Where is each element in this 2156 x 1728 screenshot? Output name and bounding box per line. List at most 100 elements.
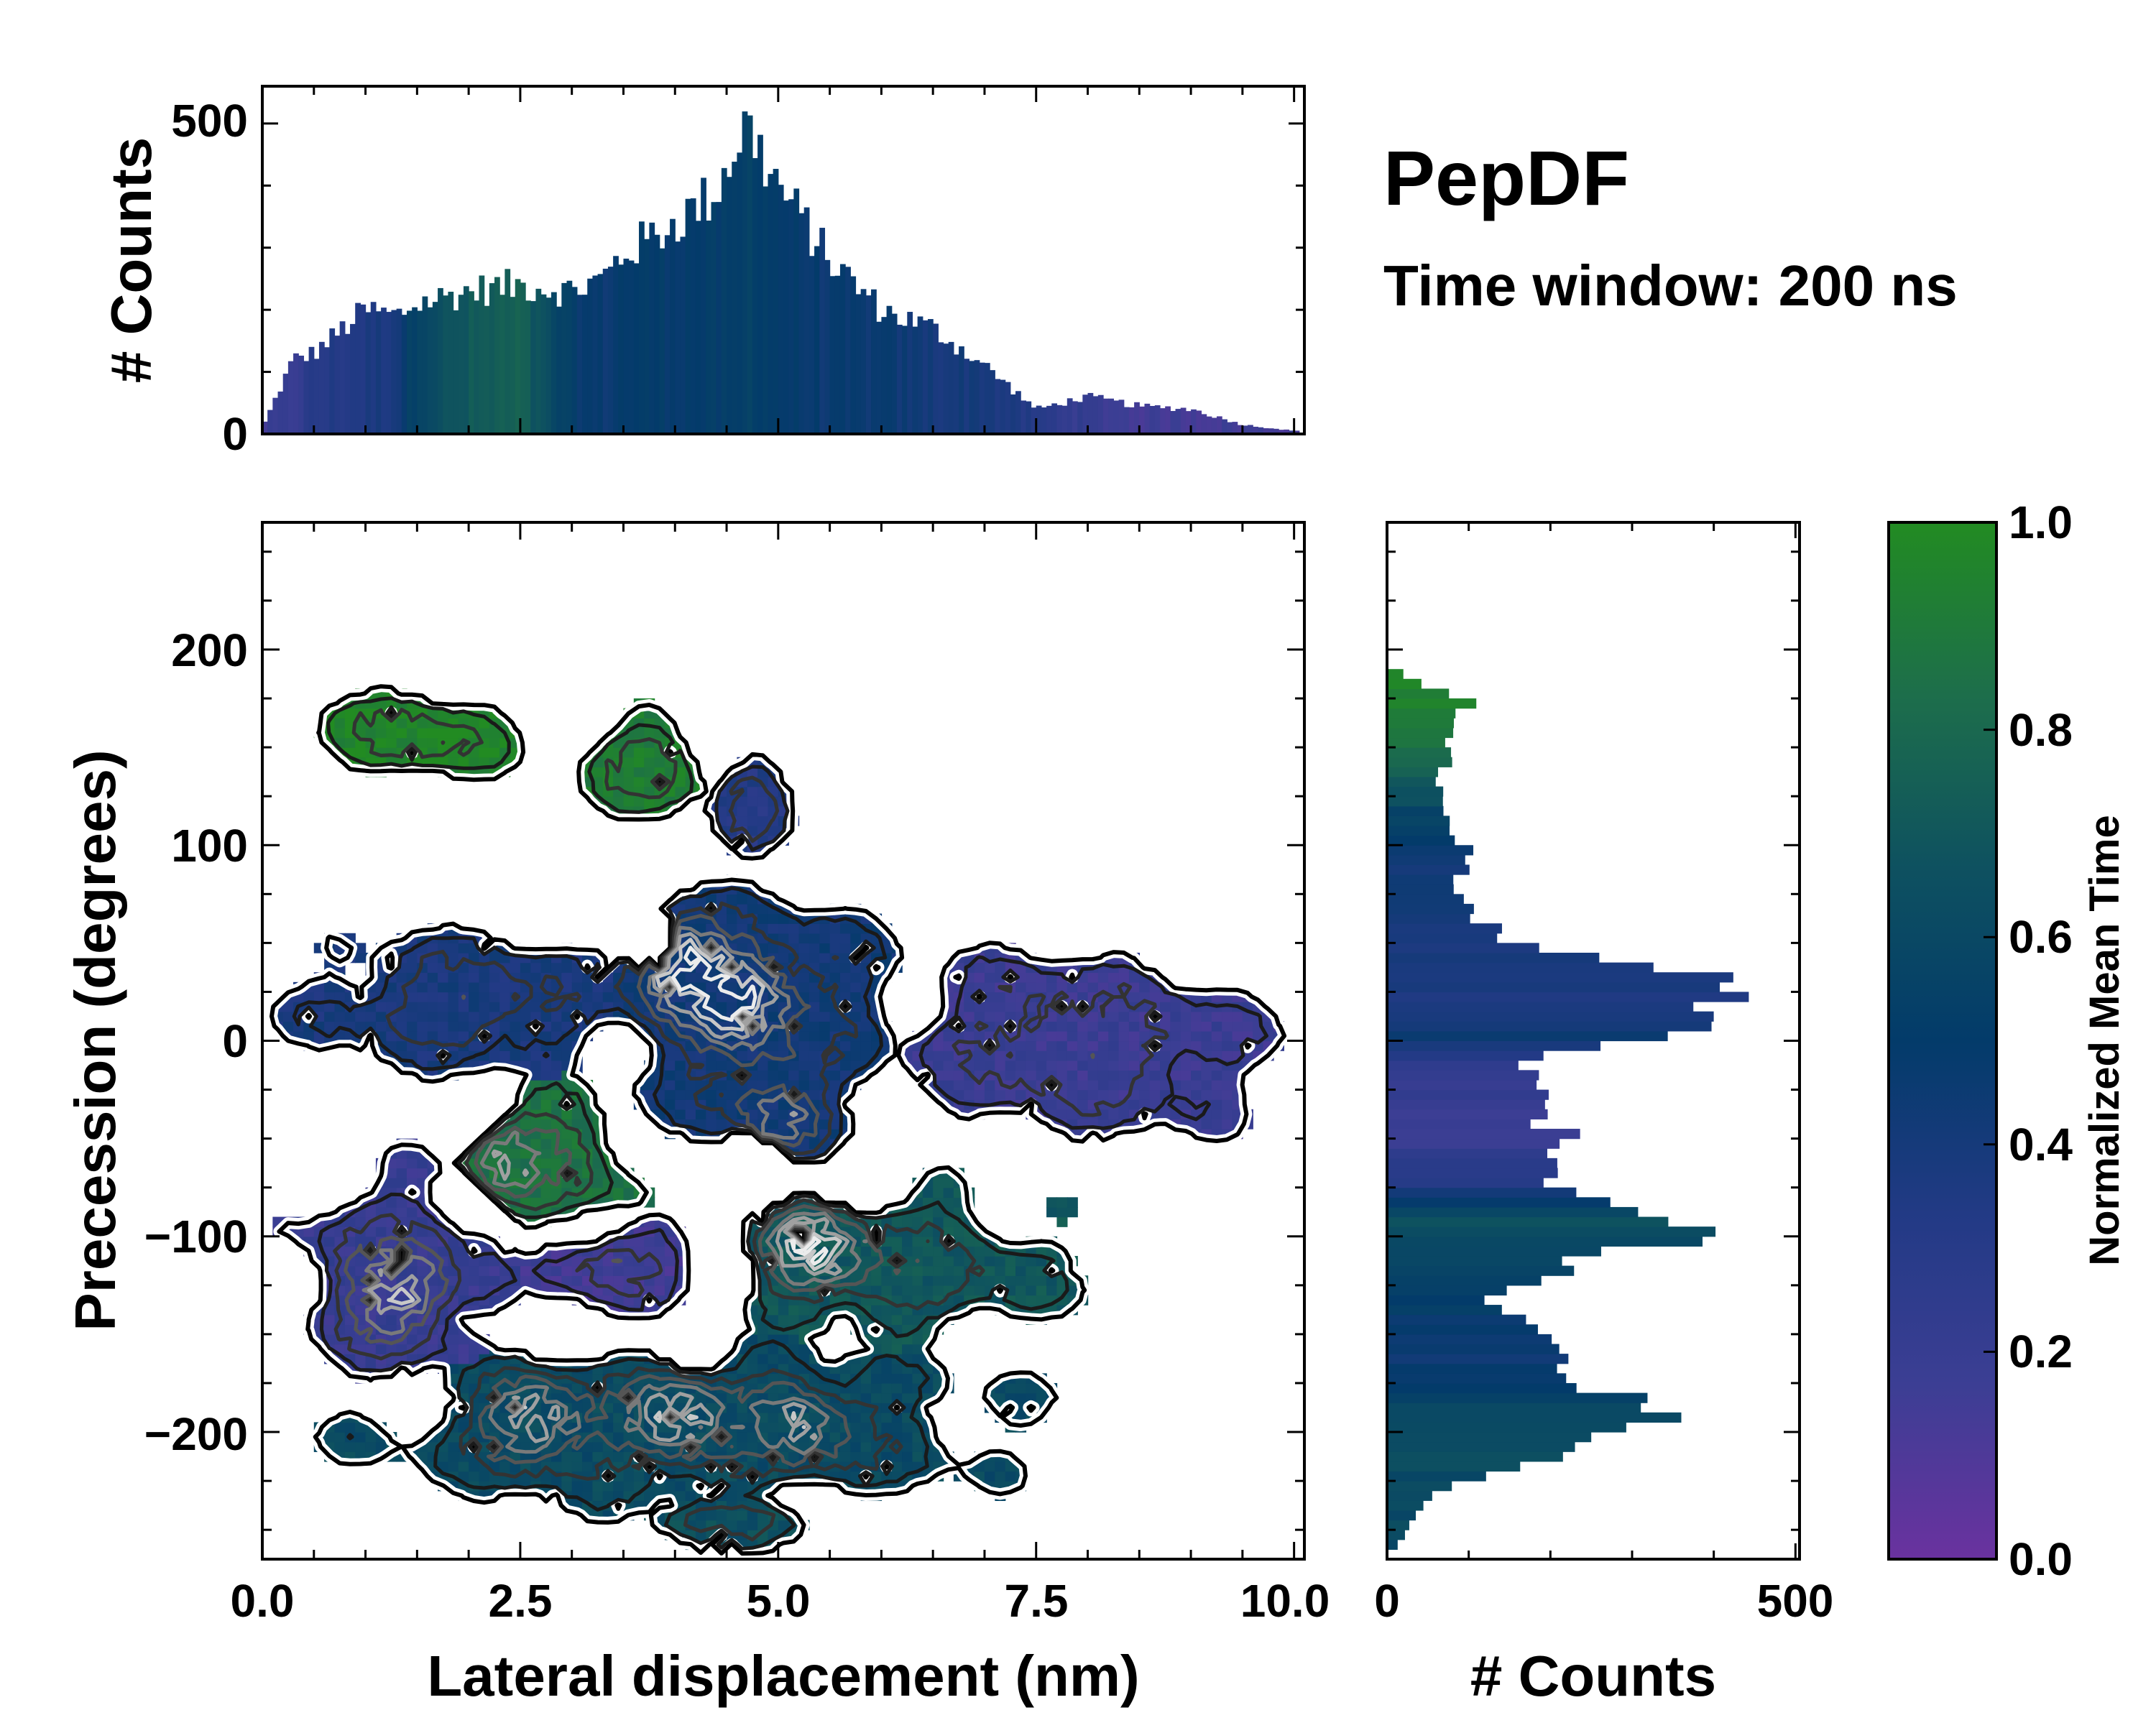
main-heatmap: 0.0 2.5 5.0 7.5 10.0 −200 −100 0 100 200… <box>63 521 1330 1708</box>
top-histogram-bar <box>974 360 980 434</box>
heatmap-cell <box>386 1178 397 1188</box>
top-histogram-bar <box>1082 394 1089 434</box>
heatmap-cell <box>933 1040 944 1051</box>
heatmap-cell <box>592 1441 604 1452</box>
heatmap-cell <box>664 1481 676 1492</box>
heatmap-cell <box>850 1011 862 1022</box>
colorbar-tick-label-0.8: 0.8 <box>2009 704 2073 756</box>
heatmap-cell <box>1005 1275 1016 1286</box>
heatmap-cell <box>1149 992 1161 1002</box>
heatmap-cell <box>510 1168 521 1178</box>
heatmap-cell <box>1222 1079 1233 1091</box>
heatmap-cell <box>469 992 480 1002</box>
heatmap-cell <box>479 1392 490 1403</box>
heatmap-cell <box>592 1451 604 1462</box>
heatmap-cell <box>1097 1050 1109 1061</box>
heatmap-cell <box>438 1002 449 1012</box>
heatmap-cell <box>375 737 387 748</box>
heatmap-cell <box>788 1451 800 1462</box>
top-histogram-bar <box>344 333 351 434</box>
heatmap-cell <box>995 1255 1006 1267</box>
heatmap-cell <box>375 1344 387 1354</box>
heatmap-cell <box>995 1471 1006 1482</box>
heatmap-cell <box>613 1471 625 1482</box>
top-histogram-bar <box>267 410 273 434</box>
top-histogram-bar <box>1289 430 1295 434</box>
heatmap-cell <box>355 747 367 758</box>
top-histogram-bar <box>850 276 857 434</box>
heatmap-cell <box>448 1021 459 1032</box>
top-histogram-bar <box>1021 400 1026 434</box>
heatmap-cell <box>829 1432 841 1443</box>
top-histogram-bar <box>556 306 562 434</box>
heatmap-cell <box>540 1119 552 1129</box>
heatmap-cell <box>891 1412 903 1423</box>
top-histogram-bar <box>1077 402 1083 434</box>
heatmap-cell <box>571 1382 583 1394</box>
heatmap-cell <box>530 1050 542 1061</box>
heatmap-cell <box>355 1011 367 1022</box>
heatmap-cell <box>757 1422 769 1433</box>
heatmap-cell <box>1180 1079 1192 1091</box>
heatmap-cell <box>1108 1050 1120 1061</box>
heatmap-cell <box>1128 1040 1140 1051</box>
heatmap-cell <box>933 1246 944 1257</box>
top-histogram-bar <box>644 239 650 434</box>
heatmap-cell <box>1015 1392 1027 1403</box>
heatmap-cell <box>479 1002 490 1012</box>
colorbar-tick-label-0.0: 0.0 <box>2009 1533 2073 1585</box>
heatmap-cell <box>737 1412 748 1423</box>
heatmap-cell <box>1015 1265 1027 1276</box>
heatmap-cell <box>334 1432 346 1443</box>
top-histogram-bar <box>401 315 407 434</box>
heatmap-cell <box>891 1236 903 1247</box>
right-histogram-bar <box>1387 698 1477 709</box>
heatmap-cell <box>489 1002 500 1012</box>
top-histogram-bar <box>1087 392 1094 434</box>
top-histogram-bar <box>1253 426 1258 434</box>
heatmap-cell <box>540 1089 552 1100</box>
heatmap-cell <box>427 737 438 748</box>
heatmap-cell <box>664 1089 676 1100</box>
heatmap-cell <box>808 1050 820 1061</box>
top-histogram-ylabel: # Counts <box>99 137 163 383</box>
right-histogram-bar <box>1387 894 1464 905</box>
heatmap-cell <box>943 1197 954 1208</box>
heatmap-cell <box>727 1490 738 1502</box>
top-histogram-bar <box>602 268 609 434</box>
heatmap-cell <box>417 981 428 993</box>
heatmap-cell <box>964 1236 975 1247</box>
heatmap-cell <box>1077 1089 1089 1100</box>
heatmap-cell <box>324 1324 336 1335</box>
heatmap-cell <box>561 1451 573 1462</box>
heatmap-cell <box>592 1481 604 1492</box>
heatmap-cell <box>1201 1119 1212 1129</box>
heatmap-cell <box>1201 1079 1212 1091</box>
heatmap-cell <box>375 1226 387 1237</box>
heatmap-cell <box>406 1206 418 1218</box>
heatmap-cell <box>602 1403 614 1413</box>
heatmap-cell <box>1056 1197 1068 1208</box>
heatmap-cell <box>881 1334 893 1345</box>
heatmap-cell <box>881 1403 893 1413</box>
heatmap-cell <box>685 972 696 983</box>
top-histogram-bar <box>1103 398 1109 434</box>
top-histogram-bar <box>763 186 769 434</box>
heatmap-cell <box>448 1354 459 1364</box>
right-histogram-bar <box>1387 1295 1485 1306</box>
heatmap-cell <box>943 1255 954 1267</box>
heatmap-cell <box>860 1422 872 1433</box>
right-histogram-bar <box>1387 1461 1521 1472</box>
right-histogram-bar <box>1387 669 1404 680</box>
heatmap-cell <box>633 1265 645 1276</box>
heatmap-cell <box>448 1461 459 1472</box>
heatmap-cell <box>850 992 862 1002</box>
heatmap-cell <box>438 1030 449 1042</box>
heatmap-cell <box>1026 1382 1037 1394</box>
heatmap-cell <box>396 1011 407 1022</box>
heatmap-cell <box>902 1314 913 1325</box>
heatmap-cell <box>520 1011 531 1022</box>
top-histogram-bar <box>834 275 841 434</box>
heatmap-cell <box>324 1011 336 1022</box>
heatmap-cell <box>613 796 625 807</box>
